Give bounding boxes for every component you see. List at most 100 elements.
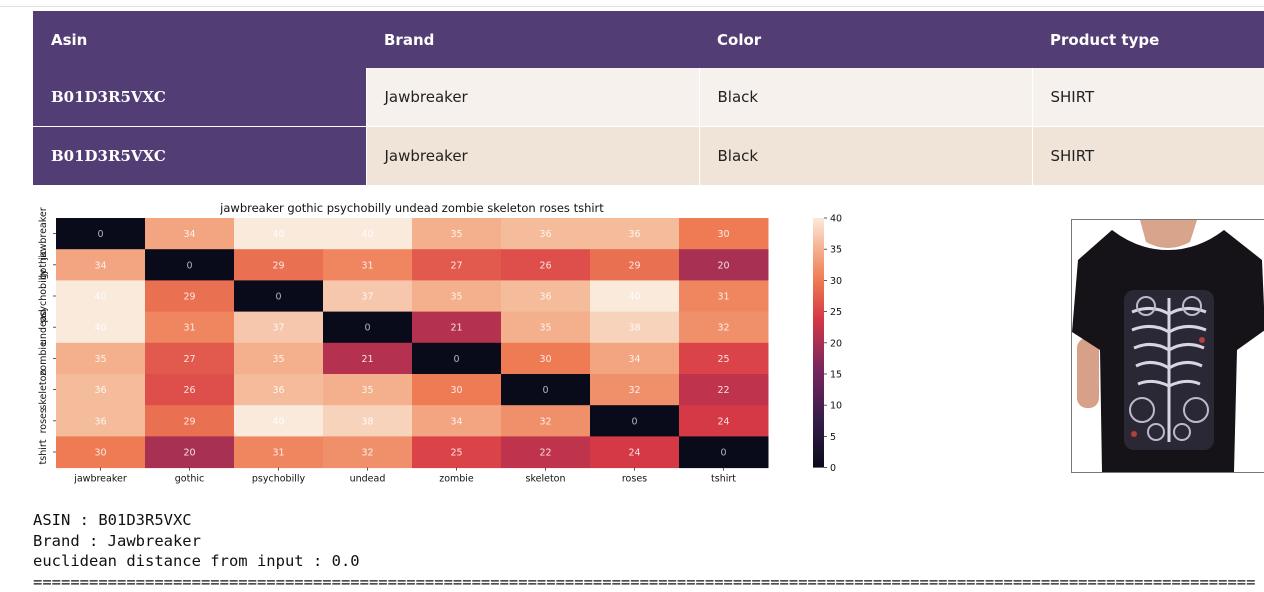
colorbar-tick-label: 30	[830, 276, 842, 287]
row-asin: B01D3R5VXC	[33, 127, 366, 186]
cell-product-type: SHIRT	[1032, 68, 1264, 127]
y-tick-label: tshirt	[38, 439, 49, 464]
distance-heatmap: jawbreaker gothic psychobilly undead zom…	[0, 196, 880, 496]
colorbar-tick-label: 40	[830, 214, 842, 225]
heatmap-cell-label: 32	[539, 416, 551, 427]
heatmap-cell-label: 40	[94, 323, 106, 334]
heatmap-cell-label: 34	[628, 354, 640, 365]
heatmap-cell-label: 40	[628, 292, 640, 303]
heatmap-cell-label: 21	[361, 354, 373, 365]
colorbar-tick-label: 5	[830, 432, 836, 443]
heatmap-cell-label: 34	[94, 260, 106, 271]
table-row: B01D3R5VXC Jawbreaker Black SHIRT	[33, 127, 1264, 186]
heatmap-cell-label: 25	[450, 448, 462, 459]
colorbar-tick-label: 35	[830, 245, 842, 256]
heatmap-cell-label: 20	[183, 448, 195, 459]
heatmap-cell-label: 24	[717, 416, 729, 427]
heatmap-cell-label: 36	[94, 416, 106, 427]
heatmap-cell-label: 26	[539, 260, 551, 271]
heatmap-cell-label: 35	[361, 385, 373, 396]
heatmap-cell-label: 38	[628, 323, 640, 334]
x-tick-label: tshirt	[711, 474, 736, 485]
heatmap-cell-label: 40	[94, 292, 106, 303]
heatmap-cell-label: 0	[97, 229, 103, 240]
x-tick-label: psychobilly	[252, 474, 306, 485]
heatmap-cell-label: 29	[183, 416, 195, 427]
heatmap-cell-label: 24	[628, 448, 640, 459]
heatmap-cell-label: 36	[272, 385, 284, 396]
column-header-asin: Asin	[33, 11, 366, 68]
cell-brand: Jawbreaker	[366, 68, 699, 127]
x-tick-label: jawbreaker	[73, 474, 127, 485]
black-skeleton-shirt-photo-icon	[1072, 220, 1264, 472]
cell-product-type: SHIRT	[1032, 127, 1264, 186]
heatmap-cell-label: 31	[361, 260, 373, 271]
asin-output-line: ASIN : B01D3R5VXC	[33, 510, 1255, 531]
heatmap-cell-label: 27	[450, 260, 462, 271]
table-row: B01D3R5VXC Jawbreaker Black SHIRT	[33, 68, 1264, 127]
chart-title: jawbreaker gothic psychobilly undead zom…	[219, 201, 604, 215]
heatmap-cell-label: 36	[94, 385, 106, 396]
column-header-color: Color	[699, 11, 1032, 68]
heatmap-cell-label: 38	[361, 416, 373, 427]
heatmap-cell-label: 30	[450, 385, 462, 396]
heatmap-cell-label: 32	[361, 448, 373, 459]
heatmap-cell-label: 34	[183, 229, 195, 240]
heatmap-cell-label: 29	[183, 292, 195, 303]
colorbar	[813, 218, 824, 468]
heatmap-cell-label: 30	[94, 448, 106, 459]
colorbar-tick-label: 15	[830, 370, 842, 381]
x-tick-label: gothic	[175, 474, 204, 485]
heatmap-cell-label: 0	[275, 292, 281, 303]
product-image	[1071, 219, 1264, 473]
heatmap-cell-label: 0	[542, 385, 548, 396]
heatmap-cell-label: 31	[717, 292, 729, 303]
heatmap-cell-label: 35	[94, 354, 106, 365]
heatmap-cell-label: 31	[183, 323, 195, 334]
colorbar-tick-label: 25	[830, 307, 842, 318]
y-tick-label: skeleton	[38, 370, 49, 410]
heatmap-cell-label: 30	[539, 354, 551, 365]
distance-output-line: euclidean distance from input : 0.0	[33, 551, 1255, 572]
brand-output-line: Brand : Jawbreaker	[33, 531, 1255, 552]
heatmap-cell-label: 40	[272, 229, 284, 240]
heatmap-cell-label: 32	[717, 323, 729, 334]
x-tick-label: zombie	[439, 474, 474, 485]
row-asin: B01D3R5VXC	[33, 68, 366, 127]
heatmap-cell-label: 36	[539, 292, 551, 303]
heatmap-cell-label: 25	[717, 354, 729, 365]
cell-color: Black	[699, 127, 1032, 186]
colorbar-tick-label: 10	[830, 401, 842, 412]
y-tick-label: roses	[38, 408, 49, 433]
heatmap-cell-label: 0	[186, 260, 192, 271]
heatmap-cell-label: 32	[628, 385, 640, 396]
heatmap-cell-label: 35	[272, 354, 284, 365]
heatmap-cell-label: 29	[272, 260, 284, 271]
heatmap-cell-label: 35	[539, 323, 551, 334]
heatmap-cell-label: 40	[361, 229, 373, 240]
heatmap-cell-label: 34	[450, 416, 462, 427]
heatmap-cell-label: 0	[364, 323, 370, 334]
heatmap-cell-label: 0	[720, 448, 726, 459]
heatmap-cell-label: 40	[272, 416, 284, 427]
y-tick-label: undead	[38, 309, 49, 345]
heatmap-cell-label: 22	[539, 448, 551, 459]
heatmap-cell-label: 31	[272, 448, 284, 459]
heatmap-cell-label: 0	[453, 354, 459, 365]
heatmap-cell-label: 36	[539, 229, 551, 240]
separator-line: ========================================…	[33, 572, 1255, 592]
column-header-brand: Brand	[366, 11, 699, 68]
heatmap-cell-label: 21	[450, 323, 462, 334]
cell-color: Black	[699, 68, 1032, 127]
heatmap-cell-label: 0	[631, 416, 637, 427]
heatmap-cell-label: 26	[183, 385, 195, 396]
x-tick-label: skeleton	[526, 474, 566, 485]
heatmap-cell-label: 22	[717, 385, 729, 396]
colorbar-tick-label: 0	[830, 463, 836, 474]
cell-brand: Jawbreaker	[366, 127, 699, 186]
heatmap-cell-label: 20	[717, 260, 729, 271]
product-table: Asin Brand Color Product type B01D3R5VXC…	[33, 11, 1264, 185]
colorbar-tick-label: 20	[830, 338, 842, 349]
heatmap-cell-label: 35	[450, 292, 462, 303]
